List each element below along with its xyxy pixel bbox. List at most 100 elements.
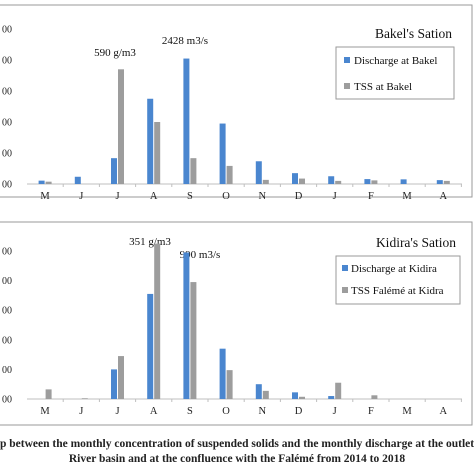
- kidira-tss-bar: [335, 382, 342, 399]
- kidira-tss-bar: [154, 243, 161, 399]
- bakel-x-tick-label: M: [402, 191, 412, 202]
- bakel-x-tick-label: A: [150, 191, 158, 202]
- bakel-discharge-bar: [147, 98, 154, 184]
- kidira-legend-swatch-tss: [342, 287, 348, 293]
- bakel-discharge-bar: [74, 176, 81, 184]
- kidira-x-tick-label: J: [333, 406, 337, 417]
- kidira-y-tick-label: 00: [2, 247, 12, 258]
- bakel-tss-bar: [190, 158, 197, 184]
- kidira-tss-bar: [118, 356, 124, 399]
- kidira-frame: [0, 221, 473, 426]
- bakel-legend: Discharge at Bakel TSS at Bakel: [335, 46, 455, 100]
- kidira-x-tick-label: O: [222, 406, 230, 417]
- bakel-x-tick-label: N: [259, 191, 267, 202]
- kidira-y-tick-label: 00: [2, 335, 12, 346]
- bakel-tss-bar: [335, 180, 342, 184]
- kidira-x-tick-label: A: [440, 406, 448, 417]
- kidira-x-tick-label: J: [79, 406, 83, 417]
- bakel-annotation-discharge: 2428 m3/s: [162, 35, 208, 47]
- kidira-tss-bar: [226, 370, 233, 399]
- bakel-tss-bar: [45, 181, 52, 184]
- bakel-y-tick-label: 00: [2, 87, 12, 98]
- bakel-y-tick-label: 00: [2, 118, 12, 129]
- kidira-discharge-bar: [292, 392, 298, 399]
- kidira-x-tick-label: J: [115, 406, 119, 417]
- kidira-legend-label-discharge: Discharge at Kidira: [351, 263, 437, 275]
- kidira-y-tick-label: 00: [2, 365, 12, 376]
- kidira-tss-bar: [299, 396, 305, 399]
- kidira-x-tick-label: N: [259, 406, 267, 417]
- bakel-discharge-bar: [328, 176, 335, 184]
- bakel-x-tick-label: J: [115, 191, 119, 202]
- kidira-tss-bar: [190, 282, 197, 399]
- kidira-chart-title: Kidira's Sation: [376, 235, 456, 250]
- bakel-discharge-bar: [364, 179, 371, 184]
- kidira-x-tick-label: M: [40, 406, 50, 417]
- bakel-tss-bar: [443, 180, 450, 184]
- figure-caption: p between the monthly concentration of s…: [0, 437, 474, 467]
- kidira-discharge-bar: [147, 293, 154, 399]
- bakel-tss-bar: [226, 165, 233, 184]
- bakel-x-tick-label: O: [222, 191, 230, 202]
- kidira-x-tick-label: F: [368, 406, 374, 417]
- kidira-discharge-bar: [255, 384, 262, 399]
- kidira-annotation-discharge: 990 m3/s: [180, 249, 221, 261]
- bakel-x-tick-label: F: [368, 191, 374, 202]
- kidira-x-tick-label: S: [187, 406, 193, 417]
- bakel-legend-swatch-discharge: [344, 57, 350, 63]
- bakel-tss-bar: [262, 179, 269, 184]
- kidira-tss-bar: [371, 395, 378, 399]
- bakel-chart-title: Bakel's Sation: [375, 26, 452, 41]
- kidira-x-tick-label: A: [150, 406, 158, 417]
- bakel-legend-label-discharge: Discharge at Bakel: [354, 55, 438, 67]
- kidira-tss-bar: [45, 389, 52, 399]
- bakel-x-tick-label: S: [187, 191, 193, 202]
- bakel-y-tick-label: 00: [2, 149, 12, 160]
- kidira-discharge-bar: [111, 369, 117, 399]
- kidira-tss-bar: [262, 390, 269, 399]
- caption-line-1: p between the monthly concentration of s…: [0, 438, 474, 450]
- kidira-annotation-tss: 351 g/m3: [129, 236, 171, 248]
- kidira-legend-label-tss: TSS Falémé at Kidra: [351, 285, 444, 297]
- kidira-x-tick-label: D: [295, 406, 303, 417]
- caption-line-2: River basin and at the confluence with t…: [68, 453, 406, 465]
- bakel-legend-swatch-tss: [344, 83, 350, 89]
- bakel-discharge-bar: [183, 58, 190, 185]
- kidira-y-tick-label: 00: [2, 395, 12, 406]
- bakel-x-tick-label: M: [40, 191, 50, 202]
- kidira-y-tick-label: 00: [2, 276, 12, 287]
- bakel-frame: [0, 4, 473, 198]
- kidira-chart-panel: Kidira's Sation 351 g/m3 990 m3/s Discha…: [0, 221, 473, 426]
- bakel-y-tick-label: 00: [2, 25, 12, 36]
- bakel-discharge-bar: [38, 180, 45, 184]
- bakel-legend-box: [335, 46, 455, 100]
- kidira-discharge-bar: [219, 348, 226, 399]
- kidira-x-tick-label: M: [402, 406, 412, 417]
- bakel-discharge-bar: [400, 179, 407, 184]
- bakel-tss-bar: [371, 180, 378, 184]
- kidira-tss-bar: [81, 398, 88, 399]
- bakel-discharge-bar: [436, 180, 443, 184]
- kidira-y-tick-label: 00: [2, 306, 12, 317]
- kidira-discharge-bar: [183, 252, 190, 399]
- kidira-legend-box: [335, 255, 461, 305]
- bakel-y-tick-label: 00: [2, 56, 12, 67]
- bakel-discharge-bar: [111, 158, 117, 184]
- bakel-discharge-bar: [292, 173, 298, 184]
- bakel-tss-bar: [154, 122, 161, 184]
- bakel-x-tick-label: J: [333, 191, 337, 202]
- bakel-tss-bar: [118, 69, 124, 184]
- bakel-discharge-bar: [219, 123, 226, 184]
- bakel-x-tick-label: J: [79, 191, 83, 202]
- bakel-chart-panel: Bakel's Sation 590 g/m3 2428 m3/s Discha…: [0, 4, 473, 202]
- bakel-legend-label-tss: TSS at Bakel: [354, 81, 412, 93]
- bakel-x-tick-label: D: [295, 191, 303, 202]
- bakel-y-tick-label: 00: [2, 180, 12, 191]
- kidira-legend-swatch-discharge: [342, 265, 348, 271]
- kidira-legend: Discharge at Kidira TSS Falémé at Kidra: [335, 255, 461, 305]
- bakel-tss-bar: [299, 178, 305, 184]
- kidira-discharge-bar: [328, 396, 335, 399]
- bakel-discharge-bar: [255, 161, 262, 184]
- bakel-x-tick-label: A: [440, 191, 448, 202]
